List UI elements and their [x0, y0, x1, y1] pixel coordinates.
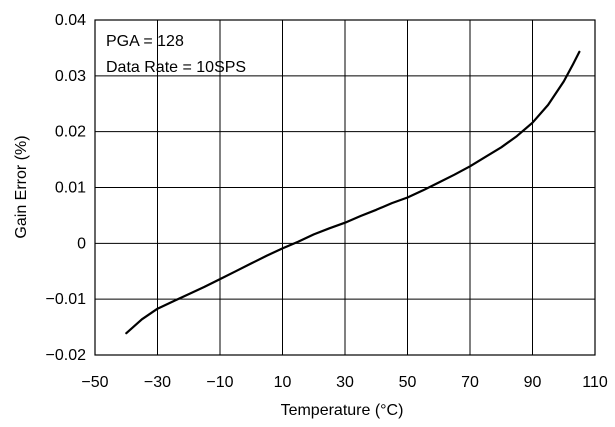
x-tick-label: 50 [399, 374, 417, 391]
y-tick-label: 0.02 [55, 124, 86, 141]
x-tick-label: 30 [336, 374, 354, 391]
y-axis-title: Gain Error (%) [13, 135, 30, 238]
plot-frame [94, 19, 596, 356]
x-tick-label: 110 [582, 374, 608, 391]
annotation-box: PGA = 128 Data Rate = 10SPS [106, 33, 246, 76]
y-axis-ticks: −0.02 −0.01 0 0.01 0.02 0.03 0.04 [46, 12, 87, 364]
y-tick-label: −0.01 [46, 291, 87, 308]
x-tick-label: −30 [144, 374, 171, 391]
gain-error-series-line [125, 50, 581, 335]
annotation-pga: PGA = 128 [106, 33, 184, 50]
x-tick-label: 90 [524, 374, 542, 391]
annotation-data-rate: Data Rate = 10SPS [106, 59, 246, 76]
grid-lines [95, 20, 595, 355]
y-tick-label: 0.03 [55, 68, 86, 85]
x-axis-title: Temperature (°C) [281, 402, 404, 419]
x-tick-label: 70 [461, 374, 479, 391]
x-tick-label: −50 [81, 374, 108, 391]
y-tick-label: 0.04 [55, 12, 86, 29]
x-axis-ticks: −50 −30 −10 10 30 50 70 90 110 [81, 374, 607, 391]
y-tick-label: 0 [77, 235, 86, 252]
series-layer [125, 50, 581, 335]
y-tick-label: −0.02 [46, 347, 87, 364]
x-tick-label: 10 [274, 374, 292, 391]
y-tick-label: 0.01 [55, 180, 86, 197]
x-tick-label: −10 [206, 374, 233, 391]
